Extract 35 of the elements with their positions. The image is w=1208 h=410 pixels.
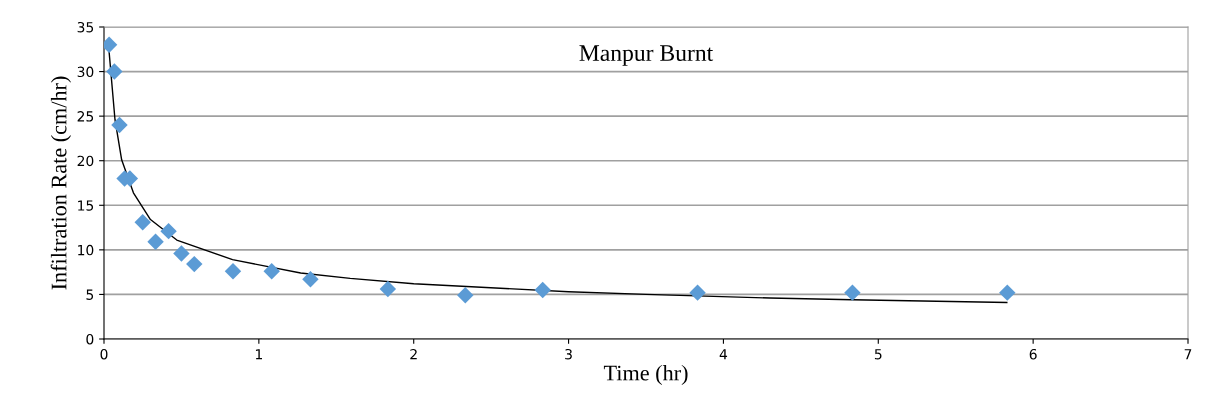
x-tick-label: 3 xyxy=(565,348,572,360)
point xyxy=(224,263,242,280)
point xyxy=(111,116,128,134)
point xyxy=(457,287,474,304)
point xyxy=(134,214,151,231)
y-axis-title: Infiltration Rate (cm/hr) xyxy=(50,76,72,290)
point xyxy=(147,233,164,251)
point xyxy=(186,255,203,273)
x-tick-label: 4 xyxy=(719,349,728,360)
x-tick-label: 6 xyxy=(1029,348,1037,360)
point xyxy=(173,245,190,262)
point xyxy=(379,280,397,298)
y-tick-label: 5 xyxy=(86,289,94,300)
point xyxy=(263,263,280,280)
y-tick-label: 30 xyxy=(77,66,94,78)
point xyxy=(534,281,551,299)
y-tick-label: 15 xyxy=(78,200,94,211)
point xyxy=(844,284,861,301)
x-tick-label: 0 xyxy=(100,348,108,360)
x-axis-title: Time (hr) xyxy=(603,364,688,386)
point xyxy=(302,271,319,288)
y-tick-label: 10 xyxy=(78,244,94,256)
point xyxy=(160,222,177,240)
y-tick-label: 0 xyxy=(86,333,94,345)
point xyxy=(999,284,1016,301)
text: Manpur Burnt xyxy=(579,45,714,66)
x-tick-label: 5 xyxy=(874,349,882,360)
x-tick-label: 7 xyxy=(1184,349,1192,360)
x-tick-label: 2 xyxy=(410,348,417,360)
y-tick-label: 20 xyxy=(77,155,94,167)
point xyxy=(106,63,123,80)
point xyxy=(689,284,706,301)
x-tick-label: 1 xyxy=(255,349,262,360)
y-tick-label: 25 xyxy=(77,111,94,122)
y-tick-label: 35 xyxy=(77,21,94,33)
